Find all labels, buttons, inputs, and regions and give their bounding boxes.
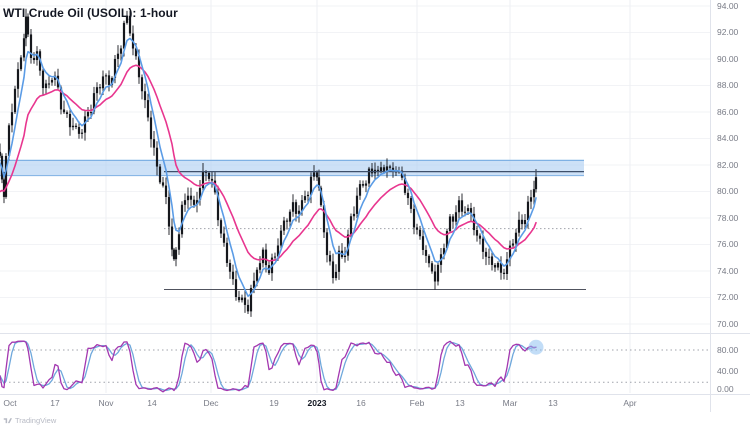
osc-axis-label: 0.00 [717, 383, 734, 394]
chart-title: WTI Crude Oil (USOIL): 1-hour [3, 6, 178, 20]
price-axis[interactable]: 94.00 92.00 90.00 88.00 86.00 84.00 82.00 80.00… [710, 0, 750, 412]
time-axis-label: Mar [502, 398, 518, 408]
price-axis-label: 94.00 [717, 0, 739, 11]
price-axis-label: 84.00 [717, 133, 739, 143]
time-axis-label: 2023 [307, 398, 327, 408]
tradingview-attribution[interactable]: TradingView [3, 416, 56, 425]
price-axis-label: 80.00 [717, 186, 739, 196]
tradingview-label: TradingView [15, 416, 57, 425]
time-axis-label: 13 [548, 398, 558, 408]
tradingview-logo-icon [3, 418, 12, 424]
time-axis-label: 14 [147, 398, 157, 408]
price-axis-label: 72.00 [717, 292, 739, 302]
time-axis-label: 13 [455, 398, 465, 408]
price-axis-label: 82.00 [717, 159, 739, 170]
price-axis-label: 90.00 [717, 53, 739, 64]
time-axis[interactable]: Oct 17 Nov 14 Dec 19 2023 16 Feb 13 Mar 13 Apr [0, 395, 710, 412]
time-axis-label: 17 [50, 398, 60, 408]
time-axis-label: Dec [203, 398, 219, 408]
price-axis-label: 74.00 [717, 265, 739, 276]
osc-axis-label: 80.00 [717, 344, 739, 355]
time-axis-label: Feb [409, 398, 425, 408]
price-axis-label: 78.00 [717, 212, 739, 223]
price-axis-label: 76.00 [717, 239, 739, 249]
price-axis-label: 86.00 [717, 106, 739, 117]
time-axis-label: 16 [356, 398, 366, 408]
osc-axis-label: 40.00 [717, 366, 739, 376]
price-axis-label: 70.00 [717, 318, 739, 329]
price-axis-label: 88.00 [717, 80, 739, 90]
price-axis-label: 92.00 [717, 27, 739, 37]
time-axis-label: Oct [3, 398, 17, 408]
time-axis-label: Nov [98, 398, 114, 408]
time-axis-label: 19 [269, 398, 279, 408]
time-axis-label: Apr [623, 398, 637, 408]
